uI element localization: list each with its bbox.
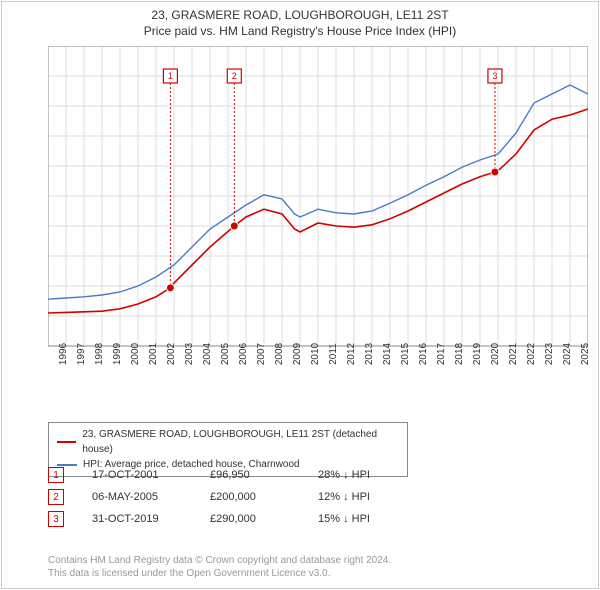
txn-date: 06-MAY-2005 — [92, 491, 182, 503]
legend-item-red: 23, GRASMERE ROAD, LOUGHBOROUGH, LE11 2S… — [57, 427, 399, 457]
txn-diff: 15% ↓ HPI — [318, 513, 408, 525]
svg-text:2008: 2008 — [274, 342, 285, 365]
txn-price: £290,000 — [210, 513, 290, 525]
transaction-row: 3 31-OCT-2019 £290,000 15% ↓ HPI — [48, 508, 408, 530]
svg-text:1995: 1995 — [48, 342, 51, 365]
svg-text:2001: 2001 — [148, 342, 159, 365]
svg-text:2024: 2024 — [562, 342, 573, 365]
svg-text:2006: 2006 — [238, 342, 249, 365]
chart-title-line1: 23, GRASMERE ROAD, LOUGHBOROUGH, LE11 2S… — [2, 8, 598, 22]
transaction-row: 2 06-MAY-2005 £200,000 12% ↓ HPI — [48, 486, 408, 508]
svg-text:2010: 2010 — [310, 342, 321, 365]
svg-text:2025: 2025 — [580, 342, 588, 365]
svg-text:3: 3 — [492, 71, 497, 81]
svg-text:2012: 2012 — [346, 342, 357, 365]
price-chart: £0£50K£100K£150K£200K£250K£300K£350K£400… — [48, 46, 588, 386]
txn-date: 17-OCT-2001 — [92, 469, 182, 481]
svg-text:2003: 2003 — [184, 342, 195, 365]
txn-date: 31-OCT-2019 — [92, 513, 182, 525]
svg-text:1998: 1998 — [94, 342, 105, 365]
legend-label-red: 23, GRASMERE ROAD, LOUGHBOROUGH, LE11 2S… — [82, 427, 399, 457]
transactions-table: 1 17-OCT-2001 £96,950 28% ↓ HPI 2 06-MAY-2005… — [48, 464, 408, 530]
txn-diff: 28% ↓ HPI — [318, 469, 408, 481]
svg-text:2002: 2002 — [166, 342, 177, 365]
svg-text:2021: 2021 — [508, 342, 519, 365]
svg-text:1: 1 — [168, 71, 173, 81]
txn-price: £200,000 — [210, 491, 290, 503]
svg-text:1996: 1996 — [58, 342, 69, 365]
svg-text:2018: 2018 — [454, 342, 465, 365]
svg-text:2005: 2005 — [220, 342, 231, 365]
txn-marker-box: 1 — [48, 467, 64, 483]
svg-text:1997: 1997 — [76, 342, 87, 365]
svg-text:2022: 2022 — [526, 342, 537, 365]
txn-marker-box: 2 — [48, 489, 64, 505]
svg-text:2007: 2007 — [256, 342, 267, 365]
svg-text:2020: 2020 — [490, 342, 501, 365]
svg-text:2016: 2016 — [418, 342, 429, 365]
svg-text:2013: 2013 — [364, 342, 375, 365]
svg-text:2009: 2009 — [292, 342, 303, 365]
svg-text:2015: 2015 — [400, 342, 411, 365]
svg-text:2017: 2017 — [436, 342, 447, 365]
attribution-line1: Contains HM Land Registry data © Crown c… — [48, 554, 391, 567]
svg-text:2: 2 — [232, 71, 237, 81]
svg-text:2000: 2000 — [130, 342, 141, 365]
legend-swatch-red — [57, 441, 76, 443]
attribution-line2: This data is licensed under the Open Gov… — [48, 567, 391, 580]
txn-diff: 12% ↓ HPI — [318, 491, 408, 503]
chart-title-line2: Price paid vs. HM Land Registry's House … — [2, 24, 598, 38]
svg-text:1999: 1999 — [112, 342, 123, 365]
transaction-row: 1 17-OCT-2001 £96,950 28% ↓ HPI — [48, 464, 408, 486]
figure-container: 23, GRASMERE ROAD, LOUGHBOROUGH, LE11 2S… — [1, 1, 599, 589]
svg-text:2023: 2023 — [544, 342, 555, 365]
svg-text:2014: 2014 — [382, 342, 393, 365]
txn-marker-box: 3 — [48, 511, 64, 527]
txn-price: £96,950 — [210, 469, 290, 481]
svg-text:2011: 2011 — [328, 343, 339, 365]
attribution-text: Contains HM Land Registry data © Crown c… — [48, 554, 391, 580]
svg-text:2019: 2019 — [472, 342, 483, 365]
svg-text:2004: 2004 — [202, 342, 213, 365]
